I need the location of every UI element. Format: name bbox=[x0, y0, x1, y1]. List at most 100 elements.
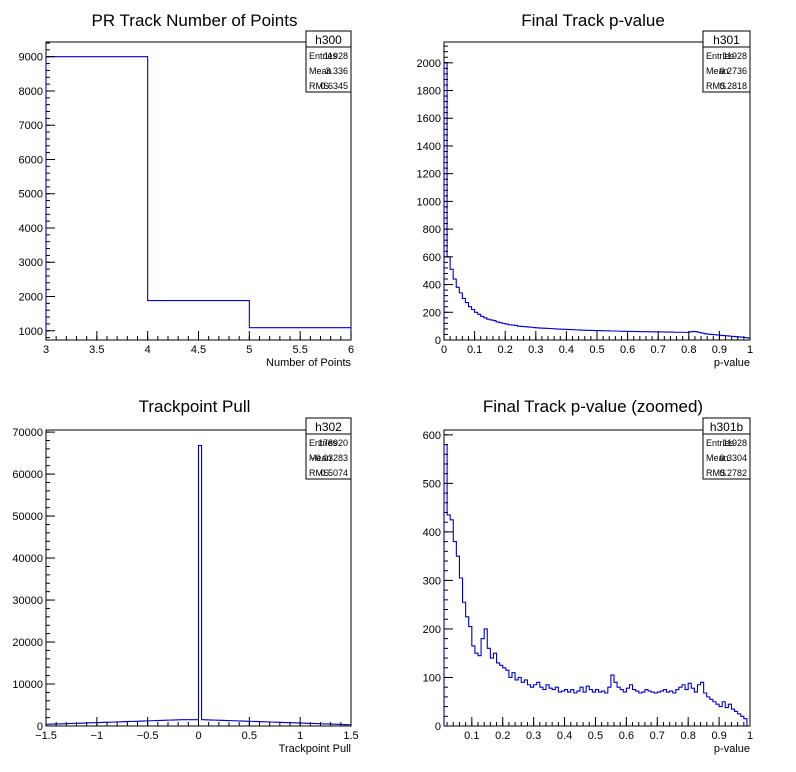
stats-box-frame bbox=[702, 30, 751, 93]
y-tick-label: 8000 bbox=[19, 86, 43, 98]
y-tick-label: 800 bbox=[423, 224, 441, 236]
y-tick-label: 10000 bbox=[12, 679, 43, 691]
x-tick-label: 1.5 bbox=[343, 730, 358, 742]
stats-row-label: Entries bbox=[706, 438, 735, 448]
y-tick-label: 200 bbox=[423, 624, 441, 636]
y-tick-label: 2000 bbox=[417, 58, 441, 70]
y-tick-label: 1600 bbox=[417, 113, 441, 125]
stats-box-frame bbox=[702, 417, 751, 480]
x-tick-label: 0.4 bbox=[557, 730, 572, 742]
y-tick-label: 2000 bbox=[19, 291, 43, 303]
plot-frame bbox=[45, 41, 352, 341]
stats-row-label: RMS bbox=[706, 468, 726, 478]
stats-row-label: Mean bbox=[309, 66, 332, 76]
x-tick-label: 3.5 bbox=[89, 344, 104, 356]
y-tick-label: 70000 bbox=[12, 427, 43, 439]
x-tick-label: 0.8 bbox=[681, 344, 696, 356]
x-tick-label: 5.5 bbox=[293, 344, 308, 356]
x-tick-label: −1 bbox=[91, 730, 104, 742]
x-tick-label: 6 bbox=[348, 344, 354, 356]
x-tick-label: 0.6 bbox=[620, 344, 635, 356]
y-tick-label: 1200 bbox=[417, 169, 441, 181]
chart-h302: Trackpoint Pull 0 10000 20000 30000 40000 5000… bbox=[12, 397, 358, 755]
x-tick-label: 0.4 bbox=[559, 344, 574, 356]
stats-box-name: h300 bbox=[315, 33, 342, 47]
y-tick-label: 5000 bbox=[19, 189, 43, 201]
stats-row-value: 178920 bbox=[318, 438, 348, 448]
y-tick-label: 0 bbox=[37, 721, 43, 733]
x-tick-label: 0.1 bbox=[467, 344, 482, 356]
x-tick-label: 1 bbox=[747, 344, 753, 356]
stats-box-name: h301b bbox=[710, 420, 744, 434]
stats-row-value: 0.2782 bbox=[719, 468, 747, 478]
x-tick-label: 4.5 bbox=[191, 344, 206, 356]
stats-row-value: 0.3304 bbox=[719, 453, 747, 463]
x-tick-label: 4 bbox=[145, 344, 151, 356]
stats-row-label: Mean bbox=[309, 453, 332, 463]
x-tick-label: 5 bbox=[246, 344, 252, 356]
x-tick-label: −1.5 bbox=[35, 730, 57, 742]
x-tick-label: 0.5 bbox=[588, 730, 603, 742]
x-tick-label: 0.3 bbox=[528, 344, 543, 356]
x-tick-label: 0.9 bbox=[712, 344, 727, 356]
x-tick-label: 1 bbox=[297, 730, 303, 742]
histogram-line bbox=[443, 62, 751, 340]
stats-box-name: h301 bbox=[713, 33, 740, 47]
y-tick-label: 60000 bbox=[12, 469, 43, 481]
y-tick-label: 0 bbox=[435, 721, 441, 733]
stats-row-label: RMS bbox=[309, 81, 329, 91]
x-tick-label: 3 bbox=[43, 344, 49, 356]
stats-row-label: Entries bbox=[309, 438, 338, 448]
y-tick-label: 1800 bbox=[417, 86, 441, 98]
chart-h301b: Final Track p-value (zoomed) 0 100 200 300 40… bbox=[423, 397, 753, 755]
x-axis-title: p-value bbox=[714, 357, 750, 369]
y-tick-label: 400 bbox=[423, 527, 441, 539]
y-tick-label: 200 bbox=[423, 307, 441, 319]
stats-row-label: RMS bbox=[706, 81, 726, 91]
x-tick-label: 0.5 bbox=[242, 730, 257, 742]
chart-title: Final Track p-value (zoomed) bbox=[483, 397, 703, 416]
y-tick-label: 1000 bbox=[19, 326, 43, 338]
stats-row-value: −0.03283 bbox=[310, 453, 348, 463]
x-tick-label: 0.3 bbox=[526, 730, 541, 742]
chart-title: Final Track p-value bbox=[521, 11, 665, 30]
y-tick-label: 500 bbox=[423, 478, 441, 490]
y-tick-label: 4000 bbox=[19, 223, 43, 235]
x-axis-title: p-value bbox=[714, 743, 750, 755]
stats-box-frame bbox=[305, 30, 352, 93]
stats-row-value: 0.5074 bbox=[320, 468, 348, 478]
x-axis-title: Trackpoint Pull bbox=[279, 743, 351, 755]
stats-row-value: 0.6345 bbox=[320, 81, 348, 91]
x-axis-title: Number of Points bbox=[266, 357, 351, 369]
x-tick-label: 0 bbox=[195, 730, 201, 742]
y-tick-label: 1400 bbox=[417, 141, 441, 153]
chart-title: PR Track Number of Points bbox=[92, 11, 298, 30]
y-tick-label: 20000 bbox=[12, 637, 43, 649]
y-tick-label: 7000 bbox=[19, 120, 43, 132]
x-tick-label: 0.8 bbox=[681, 730, 696, 742]
stats-row-value: 11928 bbox=[324, 51, 348, 61]
stats-row-label: Entries bbox=[706, 51, 735, 61]
x-tick-label: 0.1 bbox=[464, 730, 479, 742]
stats-row-label: Mean bbox=[706, 453, 729, 463]
x-tick-label: 0 bbox=[441, 344, 447, 356]
y-tick-label: 0 bbox=[435, 335, 441, 347]
x-tick-label: 1 bbox=[747, 730, 753, 742]
x-tick-label: 0.5 bbox=[589, 344, 604, 356]
x-tick-label: 0.9 bbox=[711, 730, 726, 742]
histogram-line bbox=[45, 444, 352, 726]
chart-h301: Final Track p-value020040060080010001200… bbox=[417, 11, 754, 369]
y-tick-label: 300 bbox=[423, 575, 441, 587]
histogram-line bbox=[443, 444, 748, 726]
stats-row-value: 0.2818 bbox=[719, 81, 747, 91]
stats-row-label: RMS bbox=[309, 468, 329, 478]
x-tick-label: 0.2 bbox=[498, 344, 513, 356]
histogram-line bbox=[45, 56, 352, 340]
x-tick-label: 0.2 bbox=[495, 730, 510, 742]
y-tick-label: 50000 bbox=[12, 511, 43, 523]
x-tick-label: 0.6 bbox=[619, 730, 634, 742]
